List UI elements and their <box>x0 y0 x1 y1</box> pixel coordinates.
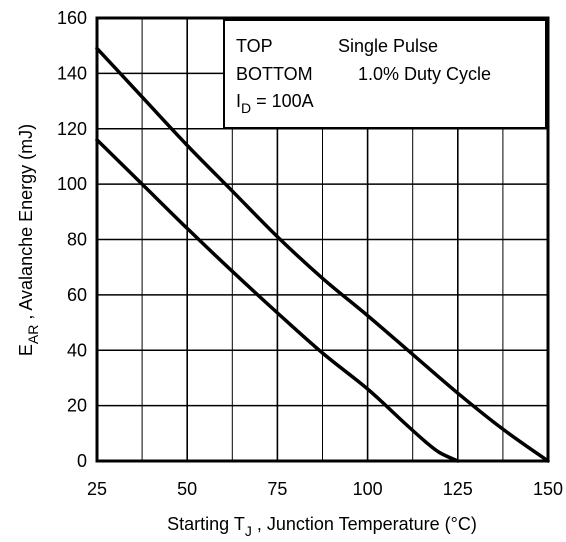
x-tick-label: 150 <box>533 479 563 499</box>
tick-labels: 25 50 75 100 125 150 0 20 40 60 80 100 120 140 160 <box>57 8 563 499</box>
legend-top-label: TOP <box>236 36 273 56</box>
legend-bottom-value: 1.0% Duty Cycle <box>358 64 491 84</box>
plot-frame <box>95 16 550 463</box>
legend: TOP Single Pulse BOTTOM 1.0% Duty Cycle … <box>223 19 547 129</box>
y-axis-title: EAR , Avalanche Energy (mJ) <box>16 124 41 356</box>
y-tick-label: 0 <box>77 451 87 471</box>
y-tick-label: 60 <box>67 285 87 305</box>
y-axis-title-suffix: , Avalanche Energy (mJ) <box>16 124 36 325</box>
series-line-bottom <box>95 138 460 463</box>
legend-id-suffix: = 100A <box>251 91 314 111</box>
y-tick-label: 120 <box>57 119 87 139</box>
x-tick-label: 125 <box>443 479 473 499</box>
legend-id-prefix: I <box>236 91 241 111</box>
y-tick-label: 140 <box>57 63 87 83</box>
x-axis-title-suffix: , Junction Temperature (°C) <box>252 514 477 534</box>
x-axis-title: Starting TJ , Junction Temperature (°C) <box>167 514 477 539</box>
x-axis-title-sub: J <box>245 523 252 539</box>
y-tick-label: 20 <box>67 396 87 416</box>
x-tick-label: 75 <box>267 479 287 499</box>
legend-id-sub: D <box>241 100 251 116</box>
legend-top-value: Single Pulse <box>338 36 438 56</box>
y-tick-label: 100 <box>57 174 87 194</box>
y-axis-title-prefix: E <box>16 344 36 356</box>
x-tick-label: 100 <box>353 479 383 499</box>
y-axis-title-sub: AR <box>25 325 41 344</box>
x-axis-title-prefix: Starting T <box>167 514 245 534</box>
legend-box <box>223 19 547 129</box>
y-tick-label: 40 <box>67 340 87 360</box>
x-tick-label: 50 <box>177 479 197 499</box>
y-tick-label: 160 <box>57 8 87 28</box>
series-lines <box>95 46 550 463</box>
series-line-top <box>95 46 550 463</box>
legend-id-condition: ID = 100A <box>236 91 314 116</box>
legend-bottom-label: BOTTOM <box>236 64 313 84</box>
x-tick-label: 25 <box>87 479 107 499</box>
y-tick-label: 80 <box>67 230 87 250</box>
